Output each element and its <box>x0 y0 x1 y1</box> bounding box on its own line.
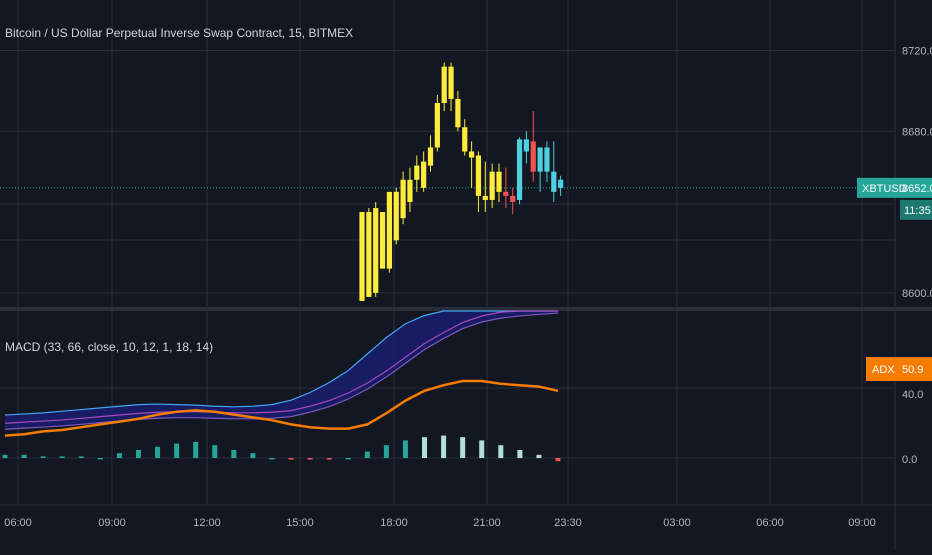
price-tick-label: 8680.0 <box>902 126 932 138</box>
histogram-bar <box>40 456 46 458</box>
time-tick-label: 03:00 <box>663 517 691 529</box>
candle-body[interactable] <box>489 171 495 200</box>
histogram-bar <box>78 456 84 458</box>
time-tick-label: 21:00 <box>473 517 501 529</box>
histogram-bar <box>174 443 180 458</box>
time-tick-label: 09:00 <box>98 517 126 529</box>
time-tick-label: 06:00 <box>4 517 32 529</box>
time-tick-label: 06:00 <box>756 517 784 529</box>
histogram-bar <box>364 451 370 458</box>
candle-body[interactable] <box>462 127 468 152</box>
countdown-badge <box>900 199 932 220</box>
histogram-bar <box>21 454 27 458</box>
histogram-bar <box>231 450 237 458</box>
histogram-bar <box>212 445 218 458</box>
time-tick-label: 18:00 <box>380 517 408 529</box>
candle-body[interactable] <box>427 147 434 166</box>
histogram-bar <box>517 450 523 458</box>
histogram-bar <box>326 458 332 460</box>
histogram-bar <box>250 453 256 458</box>
candle-body[interactable] <box>373 208 379 293</box>
histogram-bar <box>135 450 141 458</box>
macd-tick-label: 40.0 <box>902 389 923 401</box>
candle-body[interactable] <box>475 155 482 196</box>
candle-body[interactable] <box>482 195 488 200</box>
histogram-bar <box>97 458 103 460</box>
histogram-bar <box>402 440 408 458</box>
histogram-bar <box>193 442 199 458</box>
current-price-value: 8652.0 <box>902 183 932 195</box>
candle-body[interactable] <box>544 147 550 172</box>
candle-body[interactable] <box>421 161 427 188</box>
pane-separator <box>0 307 932 311</box>
histogram-bar <box>498 445 504 458</box>
candle-body[interactable] <box>537 147 543 172</box>
candle-body[interactable] <box>510 195 516 202</box>
price-candles[interactable] <box>359 62 564 301</box>
countdown-value: 11:35 <box>904 205 931 217</box>
candle-body[interactable] <box>516 139 523 200</box>
time-tick-label: 15:00 <box>286 517 314 529</box>
candle-body[interactable] <box>379 212 386 269</box>
histogram-bar <box>155 446 161 458</box>
candle-body[interactable] <box>530 141 536 172</box>
time-tick-label: 23:30 <box>554 517 582 529</box>
price-tick-label: 8600.0 <box>902 288 932 300</box>
candle-body[interactable] <box>386 191 392 269</box>
candle-body[interactable] <box>414 165 420 180</box>
candle-body[interactable] <box>359 212 365 301</box>
candle-body[interactable] <box>448 66 454 99</box>
macd-histogram <box>2 435 561 462</box>
adx-badge-value: 50.9 <box>902 364 923 376</box>
signal-line <box>4 310 558 424</box>
current-price-symbol: XBTUSD <box>862 183 907 195</box>
candle-body[interactable] <box>523 139 529 152</box>
macd-tick-label: 0.0 <box>902 454 917 466</box>
candle-body[interactable] <box>558 179 564 188</box>
histogram-bar <box>345 458 351 460</box>
histogram-bar <box>536 454 542 458</box>
time-tick-label: 09:00 <box>848 517 876 529</box>
adx-line-path <box>4 379 559 437</box>
candle-body[interactable] <box>393 191 399 241</box>
band-lower-line <box>4 312 559 430</box>
chart-title: Bitcoin / US Dollar Perpetual Inverse Sw… <box>5 26 354 40</box>
histogram-bar <box>288 458 294 460</box>
histogram-bar <box>460 437 466 458</box>
adx-badge-name: ADX <box>872 364 895 376</box>
adx-line <box>4 379 559 437</box>
candle-body[interactable] <box>496 171 502 192</box>
histogram-bar <box>59 456 65 458</box>
macd-band <box>4 310 559 430</box>
histogram-bar <box>555 458 561 462</box>
candle-body[interactable] <box>469 151 475 158</box>
candle-body[interactable] <box>441 66 447 104</box>
time-tick-label: 12:00 <box>193 517 221 529</box>
histogram-bar <box>307 458 313 460</box>
indicator-label: MACD (33, 66, close, 10, 12, 1, 18, 14) <box>5 340 214 354</box>
candle-body[interactable] <box>434 103 440 148</box>
candle-body[interactable] <box>366 212 372 297</box>
candle-body[interactable] <box>503 191 509 196</box>
histogram-bar <box>116 453 122 458</box>
histogram-bar <box>2 454 8 458</box>
histogram-bar <box>441 435 447 458</box>
histogram-bar <box>269 458 275 460</box>
current-price-badge <box>857 177 932 198</box>
candle-body[interactable] <box>551 171 557 192</box>
candle-body[interactable] <box>455 98 461 128</box>
candle-body[interactable] <box>407 179 413 202</box>
adx-badge <box>866 357 932 381</box>
histogram-bar <box>479 440 485 458</box>
price-tick-label: 8720.0 <box>902 45 932 57</box>
macd-line <box>4 310 558 416</box>
macd-band-fill <box>5 311 558 430</box>
histogram-bar <box>383 445 389 458</box>
histogram-bar <box>422 437 428 458</box>
candle-body[interactable] <box>400 179 406 219</box>
